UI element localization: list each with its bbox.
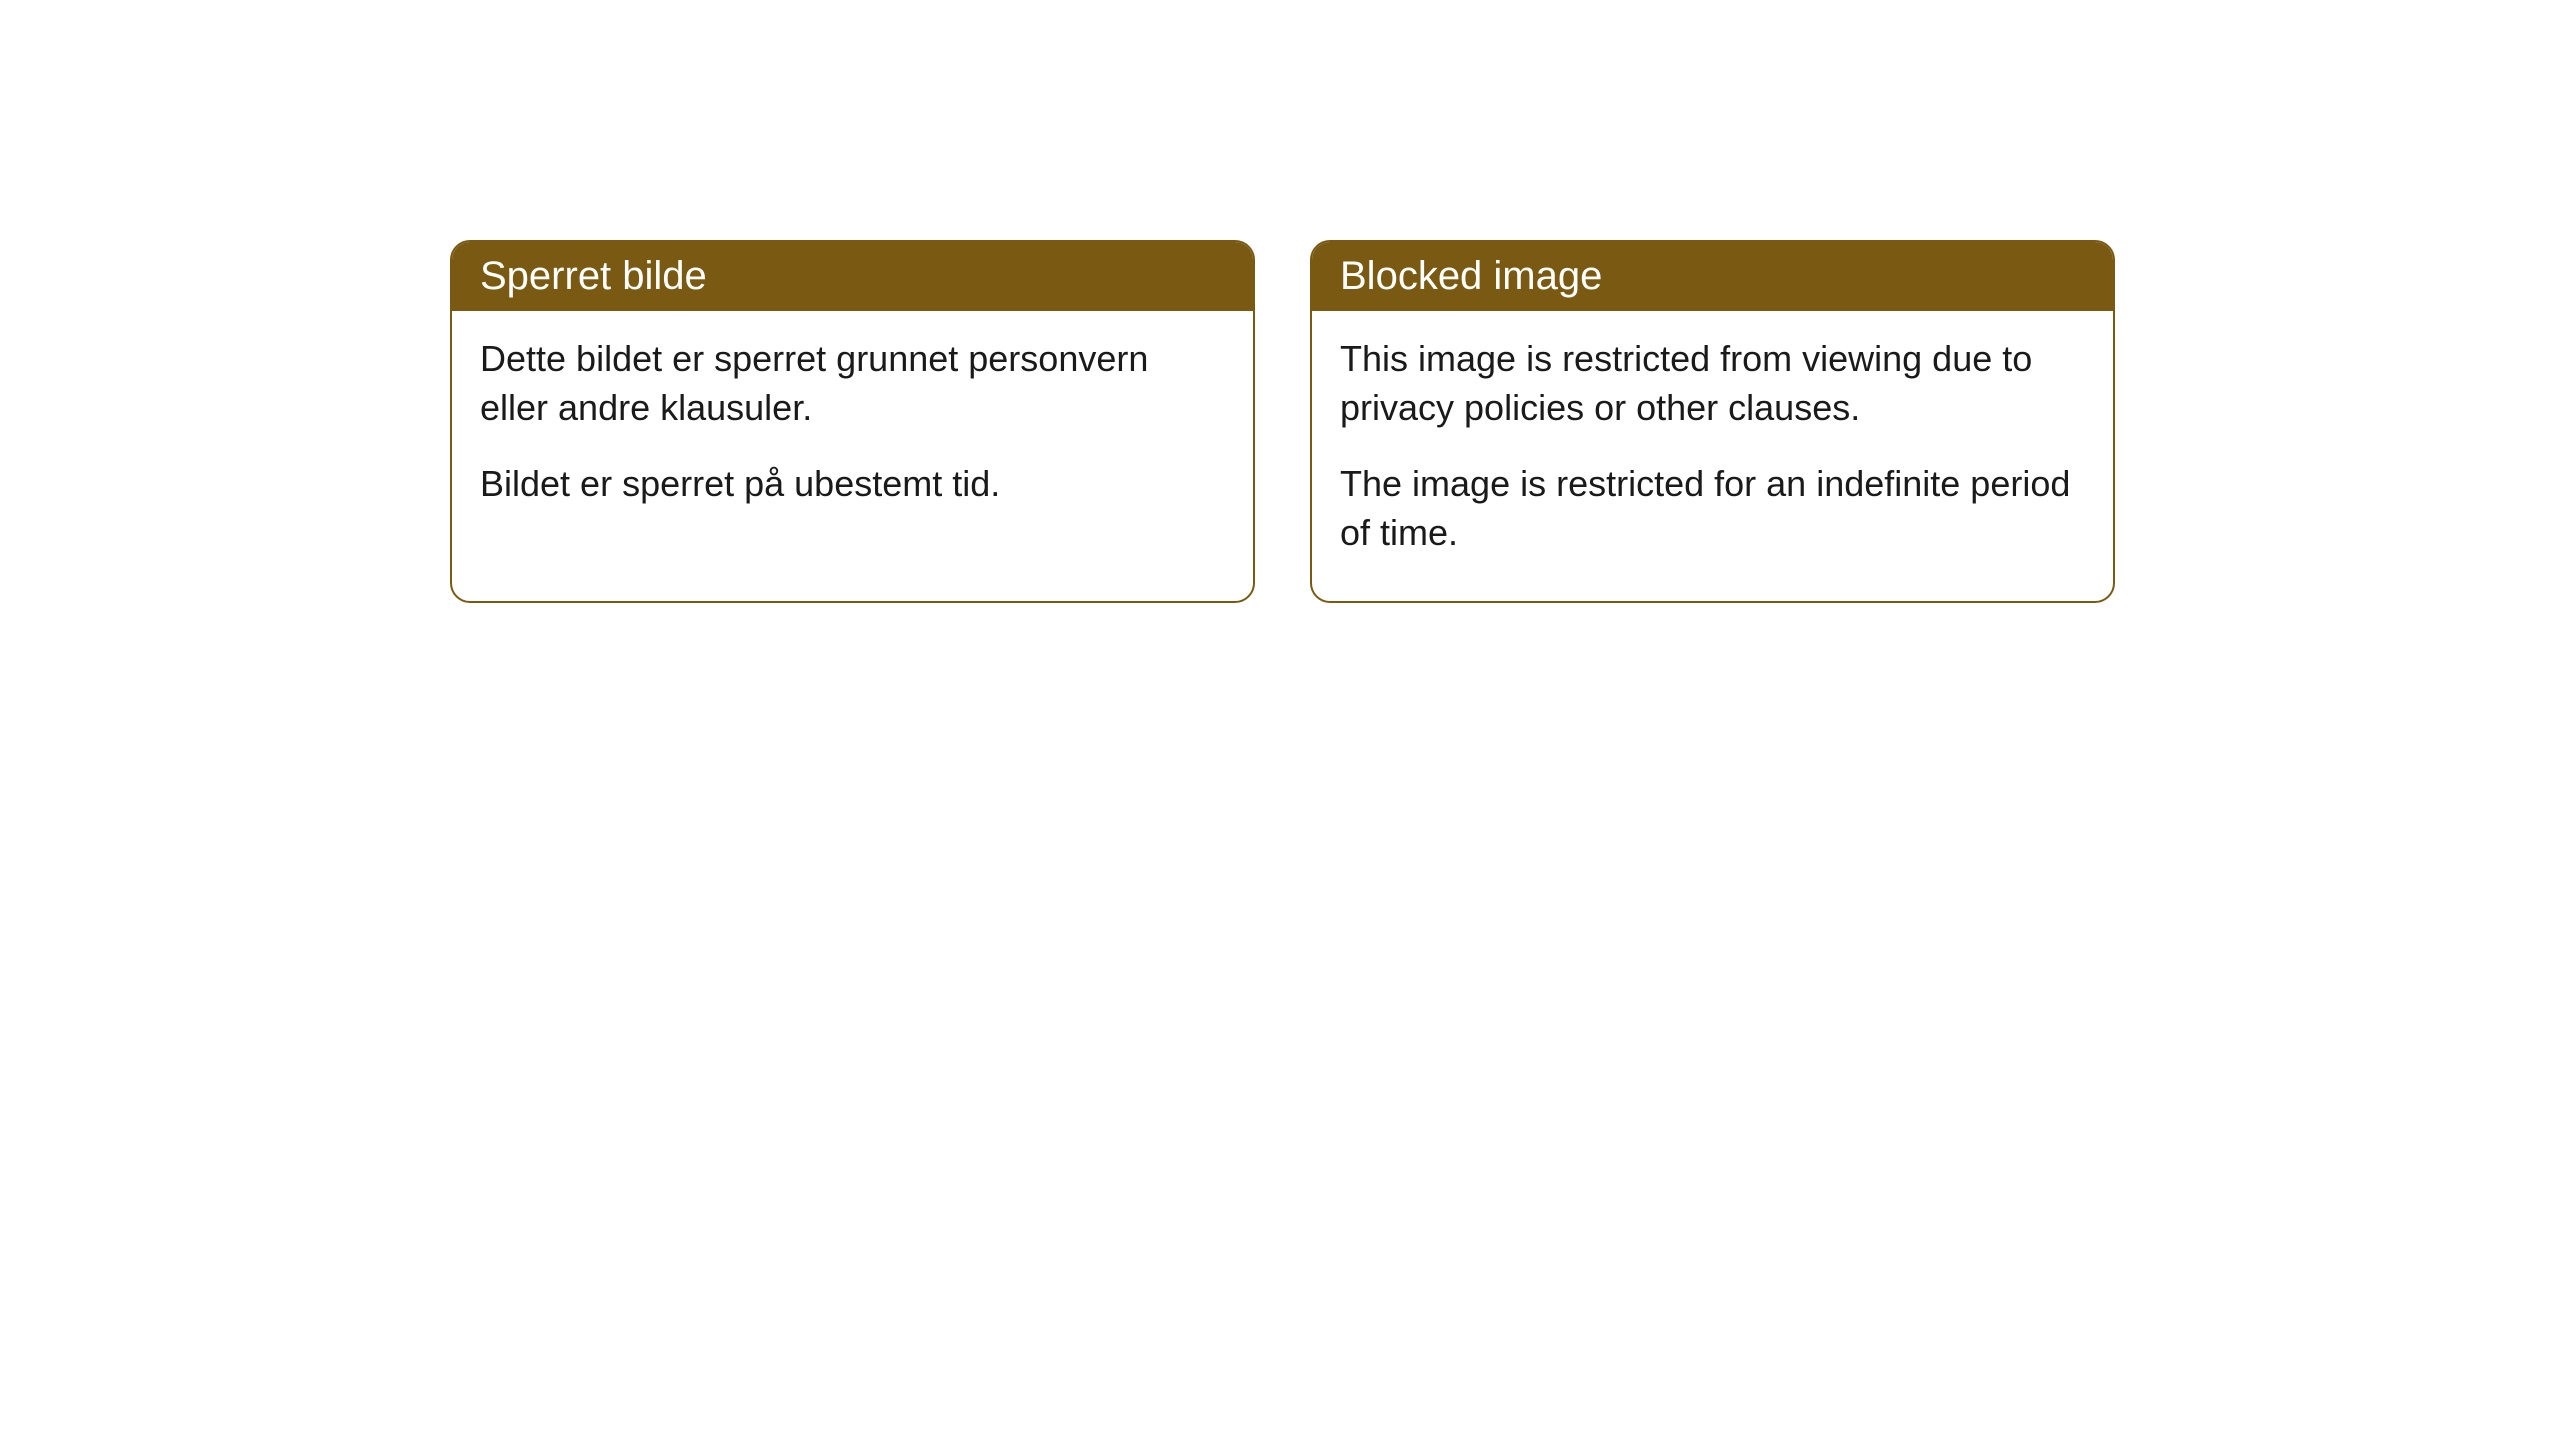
card-header: Blocked image (1312, 242, 2113, 311)
card-title: Blocked image (1340, 254, 1602, 298)
card-paragraph-1: Dette bildet er sperret grunnet personve… (480, 335, 1225, 432)
card-body: Dette bildet er sperret grunnet personve… (452, 311, 1253, 553)
card-paragraph-2: The image is restricted for an indefinit… (1340, 460, 2085, 557)
card-header: Sperret bilde (452, 242, 1253, 311)
card-paragraph-1: This image is restricted from viewing du… (1340, 335, 2085, 432)
card-paragraph-2: Bildet er sperret på ubestemt tid. (480, 460, 1225, 509)
notice-cards-container: Sperret bilde Dette bildet er sperret gr… (450, 240, 2560, 603)
card-title: Sperret bilde (480, 254, 707, 298)
blocked-image-card-en: Blocked image This image is restricted f… (1310, 240, 2115, 603)
card-body: This image is restricted from viewing du… (1312, 311, 2113, 601)
blocked-image-card-no: Sperret bilde Dette bildet er sperret gr… (450, 240, 1255, 603)
